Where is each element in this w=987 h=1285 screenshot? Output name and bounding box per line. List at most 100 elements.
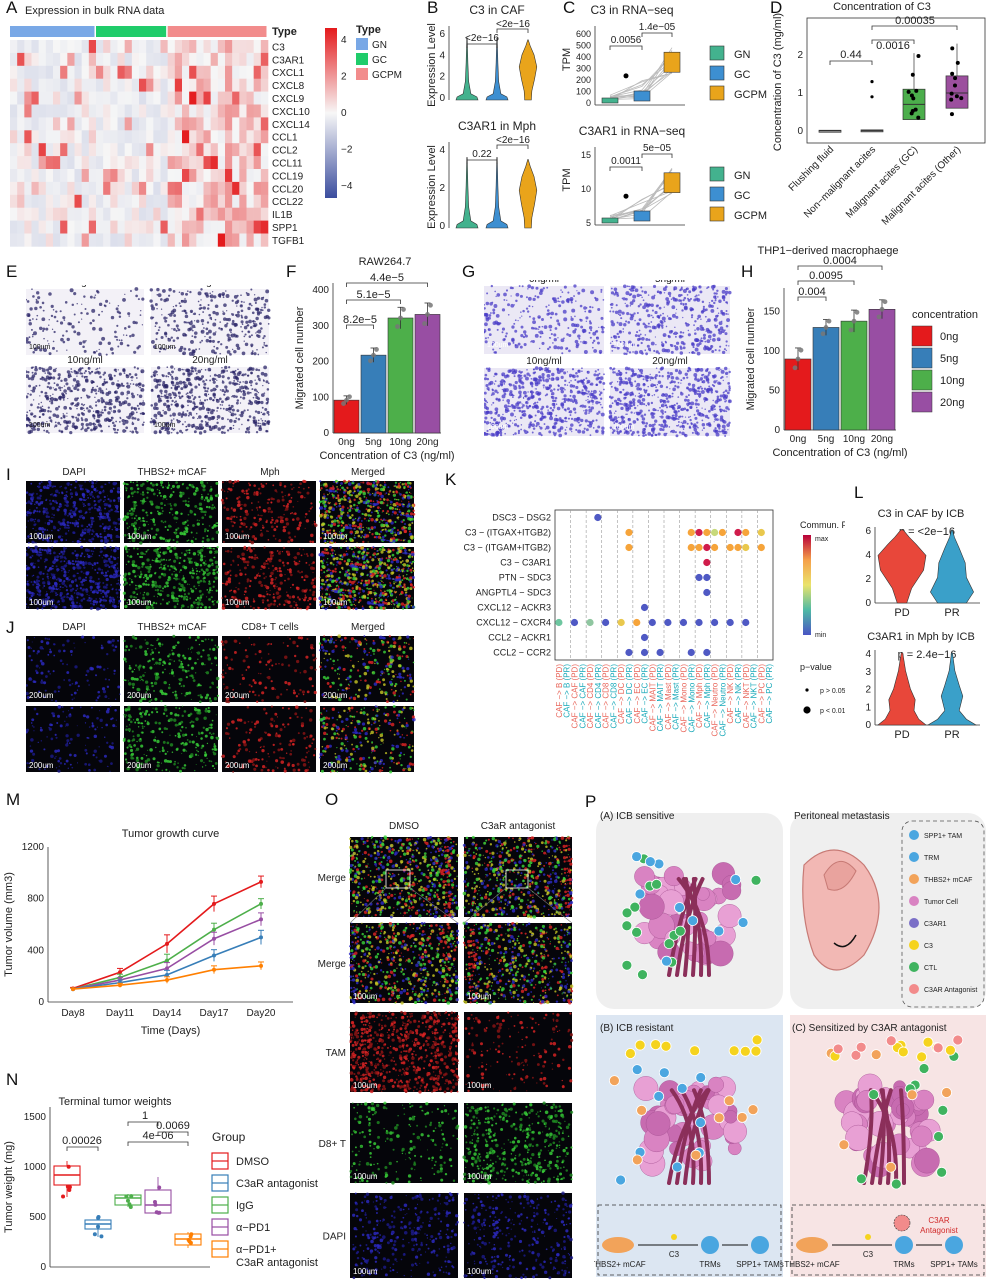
cell [194,396,197,399]
cell [180,387,183,390]
cell [680,382,681,383]
data-point [883,299,888,304]
cell [252,311,255,314]
heatmap-cell [39,40,46,53]
heatmap-cell [125,234,132,247]
cell [176,337,179,340]
cell [54,388,57,391]
signal [89,512,90,513]
cell [717,424,720,427]
cell [535,334,539,338]
cell [149,299,152,302]
cell [639,350,643,354]
cell [524,395,526,397]
cell [509,420,511,422]
heatmap-cell [196,105,203,118]
cell [518,379,521,382]
signal [72,522,74,524]
heatmap-cell [196,143,203,156]
cell [529,316,531,318]
cell [528,397,531,400]
cell [714,318,718,322]
cell [171,381,174,384]
heatmap-cell [261,40,268,53]
cell [181,406,183,408]
cell [186,395,189,398]
signal [79,539,80,540]
heatmap-cell [24,92,31,105]
p-value: 0.0016 [876,40,910,52]
cell [489,381,493,385]
cell [547,309,550,312]
cell [173,339,176,342]
signal [69,522,71,524]
heatmap-cell [75,130,82,143]
cell [563,371,566,374]
cell [584,428,586,430]
cell [108,391,111,394]
cell [82,340,85,343]
legend-swatch [710,207,724,221]
cell [138,383,141,386]
cell [678,421,680,423]
cell [505,335,507,337]
heatmap-cell [118,182,125,195]
heatmap-cell [118,221,125,234]
cell [616,402,619,405]
cell [30,376,34,380]
cell [671,380,674,383]
cell [568,350,571,353]
cell [627,377,631,381]
heatmap-cell [103,169,110,182]
legend-swatch [710,46,724,60]
data-point [914,108,918,112]
cell [619,330,621,332]
cell [556,368,559,371]
cell [240,294,242,296]
signal [53,517,54,518]
cell [535,415,537,417]
heatmap-cell [232,169,239,182]
data-point [371,353,376,358]
heatmap-cell [46,66,53,79]
cell [30,412,33,415]
cell [574,379,576,381]
heatmap-cell [247,79,254,92]
cell [78,321,80,323]
heatmap-cell [196,234,203,247]
cell [664,292,665,293]
cell [525,377,529,381]
cell [633,373,636,376]
cell [629,351,631,353]
heatmap-cell [110,117,117,130]
cell [633,401,634,402]
cell [674,411,677,414]
signal [117,547,120,550]
cell [645,425,648,428]
cell [643,378,645,380]
cell [573,295,575,297]
signal [113,499,116,502]
cell [54,382,56,384]
cell [546,426,550,430]
cell [675,377,678,380]
heatmap-cell [67,53,74,66]
heatmap-cell [132,156,139,169]
cell [600,376,604,380]
cell [244,381,248,385]
cell [489,302,492,305]
heatmap-cell [146,208,153,221]
y-tick: 500 [576,41,591,51]
heatmap-cell [146,40,153,53]
cell [593,340,595,342]
heatmap-cell [189,182,196,195]
cell [129,335,131,337]
cell [671,305,675,309]
cell [668,317,671,320]
cell [489,411,493,415]
cell [261,412,262,413]
cell [726,310,728,312]
cell [161,336,164,339]
cell [265,299,269,303]
cell [575,386,578,389]
